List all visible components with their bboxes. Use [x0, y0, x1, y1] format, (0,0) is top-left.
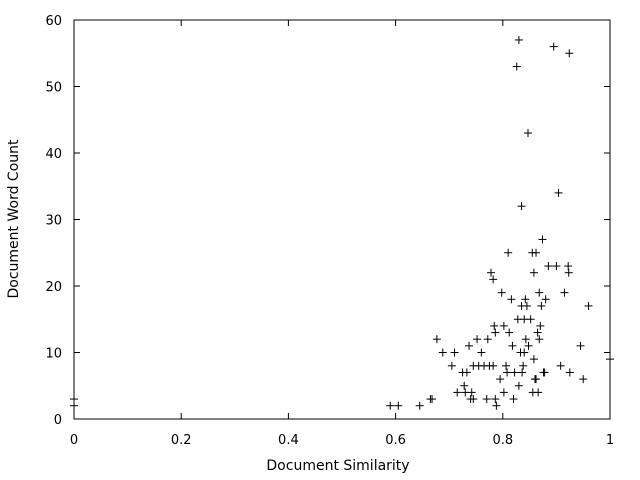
data-point — [532, 248, 541, 257]
data-point — [540, 368, 549, 377]
data-point — [535, 288, 544, 297]
data-point — [438, 348, 447, 357]
data-point — [432, 335, 441, 344]
data-point — [537, 301, 546, 310]
data-point — [502, 361, 511, 370]
data-point — [492, 401, 501, 410]
x-tick-label: 0.2 — [171, 433, 192, 448]
data-point — [453, 388, 462, 397]
data-point — [510, 368, 519, 377]
y-tick-label: 60 — [45, 14, 62, 29]
data-point — [541, 295, 550, 304]
data-point — [477, 348, 486, 357]
data-point — [526, 315, 535, 324]
data-point — [496, 375, 505, 384]
data-point — [606, 355, 614, 364]
data-point — [508, 341, 517, 350]
x-axis-label: Document Similarity — [266, 458, 409, 474]
data-point — [415, 401, 424, 410]
data-point — [489, 275, 498, 284]
data-point — [462, 368, 471, 377]
data-point — [519, 361, 528, 370]
data-point — [447, 361, 456, 370]
data-point — [523, 129, 532, 138]
y-tick-label: 50 — [45, 81, 62, 96]
data-point — [509, 395, 518, 404]
data-point — [536, 321, 545, 330]
data-point — [483, 335, 492, 344]
data-point — [499, 321, 508, 330]
data-point — [512, 62, 521, 71]
data-point — [532, 375, 541, 384]
data-point — [552, 262, 561, 271]
data-point — [505, 328, 514, 337]
y-tick-label: 0 — [54, 413, 62, 428]
data-point — [534, 388, 543, 397]
data-point — [564, 268, 573, 277]
data-point — [503, 368, 512, 377]
data-point — [386, 401, 395, 410]
data-point — [487, 268, 496, 277]
x-axis-ticks: 0 0.2 0.4 0.6 0.8 1 — [70, 20, 614, 448]
y-axis-ticks: 0 10 20 30 40 50 60 — [45, 14, 610, 428]
data-point — [521, 335, 530, 344]
x-tick-label: 0 — [70, 433, 78, 448]
data-point — [554, 188, 563, 197]
data-point — [450, 348, 459, 357]
data-point — [467, 388, 476, 397]
data-point — [529, 268, 538, 277]
y-tick-label: 30 — [45, 214, 62, 229]
data-point — [565, 49, 574, 58]
data-point — [544, 262, 553, 271]
data-point — [538, 235, 547, 244]
data-points — [70, 35, 614, 410]
data-point — [520, 348, 529, 357]
data-point — [564, 262, 573, 271]
data-point — [514, 35, 523, 44]
data-point — [576, 341, 585, 350]
data-point — [517, 202, 526, 211]
data-point — [533, 328, 542, 337]
data-point — [499, 388, 508, 397]
data-point — [469, 395, 478, 404]
data-point — [524, 341, 533, 350]
data-point — [465, 341, 474, 350]
data-point — [521, 295, 530, 304]
x-tick-label: 1 — [606, 433, 614, 448]
data-point — [522, 301, 531, 310]
data-point — [490, 321, 499, 330]
data-point — [504, 248, 513, 257]
data-point — [560, 288, 569, 297]
y-tick-label: 40 — [45, 147, 62, 162]
data-point — [556, 361, 565, 370]
data-point — [514, 381, 523, 390]
data-point — [549, 42, 558, 51]
data-point — [473, 335, 482, 344]
data-point — [579, 375, 588, 384]
data-point — [529, 355, 538, 364]
data-point — [497, 288, 506, 297]
data-point — [394, 401, 403, 410]
data-point — [491, 395, 500, 404]
data-point — [482, 395, 491, 404]
data-point — [535, 335, 544, 344]
x-tick-label: 0.6 — [385, 433, 406, 448]
data-point — [565, 368, 574, 377]
data-point — [489, 361, 498, 370]
x-tick-label: 0.8 — [492, 433, 513, 448]
data-point — [70, 401, 78, 410]
data-point — [491, 328, 500, 337]
data-point — [584, 301, 593, 310]
y-tick-label: 10 — [45, 347, 62, 362]
x-tick-label: 0.4 — [278, 433, 299, 448]
data-point — [460, 381, 469, 390]
data-point — [518, 368, 527, 377]
y-axis-label: Document Word Count — [6, 139, 22, 299]
y-tick-label: 20 — [45, 280, 62, 295]
data-point — [507, 295, 516, 304]
data-point — [428, 395, 437, 404]
